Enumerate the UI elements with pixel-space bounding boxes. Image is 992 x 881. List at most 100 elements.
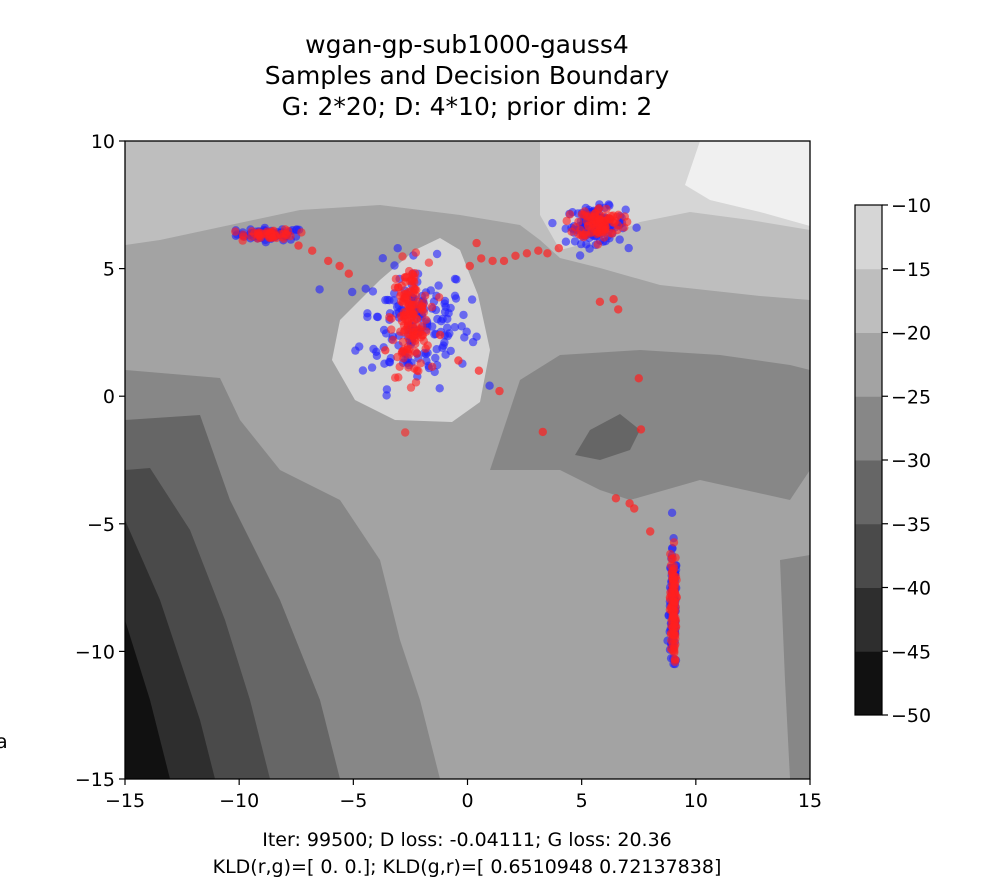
y-axis: −15 −10 −5 0 5 10 [75,131,125,791]
scatter-point [450,323,459,332]
footer-line-1: Iter: 99500; D loss: -0.04111; G loss: 2… [262,829,672,851]
scatter-point [369,344,378,354]
scatter-point [621,205,630,214]
series-red-points [231,204,681,667]
colorbar-band [855,332,882,397]
x-tick-label: −10 [219,790,259,812]
scatter-point [361,284,370,293]
scatter-point [634,374,643,383]
scatter-point [595,221,604,230]
scatter-point [538,427,547,437]
scatter-point [606,211,616,221]
scatter-point [670,648,679,657]
scatter-point [335,261,344,271]
scatter-point [565,210,575,219]
scatter-point [308,246,317,255]
contour-band-right-dark [575,414,640,460]
colorbar-band [855,587,882,652]
scatter-point [472,238,481,248]
scatter-point [348,287,357,297]
footer-line-2: KLD(r,g)=[ 0. 0.]; KLD(g,r)=[ 0.6510948 … [213,856,722,878]
scatter-point [254,231,263,240]
colorbar-tick-label: −10 [891,195,931,217]
x-tick-label: −5 [339,790,367,812]
scatter-point [411,248,420,257]
scatter-point [428,362,437,371]
scatter-point [344,269,353,278]
scatter-point [390,261,399,270]
scatter-point [434,281,443,290]
scatter-point [495,386,504,396]
chart-title-line-2: Samples and Decision Boundary [265,61,670,90]
scatter-point [522,249,532,258]
scatter-point [511,251,520,260]
scatter-point [595,297,605,306]
colorbar-tick-label: −45 [891,641,931,663]
scatter-point [444,309,453,318]
scatter-point [457,322,466,331]
scatter-point [435,330,445,340]
scatter-point [615,235,624,244]
colorbar-band [855,396,882,461]
scatter-point [671,655,680,664]
scatter-point [427,302,436,312]
scatter-point [609,295,618,304]
scatter-point [421,315,431,324]
scatter-point [669,538,679,547]
scatter-point [435,293,444,302]
scatter-point [440,299,449,308]
scatter-point [584,221,593,231]
scatter-point [606,228,615,238]
scatter-point [630,504,639,513]
scatter-point [393,244,402,253]
scatter-point [474,366,484,375]
scatter-point [401,428,410,437]
scatter-point [435,384,444,393]
scatter-point [543,249,552,258]
scatter-point [432,249,442,259]
scatter-point [465,261,474,271]
scatter-point [391,274,401,284]
scatter-point [408,319,417,328]
scatter-point [247,227,257,236]
scatter-point [380,359,389,368]
scatter-point [238,230,248,239]
scatter-point [582,212,592,221]
scatter-point [387,314,396,323]
scatter-point [454,356,463,365]
scatter-point [401,277,410,286]
scatter-point [460,333,469,342]
scatter-point [667,508,677,517]
y-tick-label: 10 [91,131,115,153]
scatter-point [632,223,641,232]
scatter-point [401,294,410,303]
scatter-point [440,338,449,347]
scatter-point [410,277,419,287]
scatter-point [416,359,425,368]
scatter-point [372,351,382,360]
scatter-point [406,383,416,392]
scatter-point [263,227,272,236]
scatter-point [485,381,494,390]
scatter-point [398,252,407,261]
scatter-point [382,385,392,394]
scatter-point [378,254,387,263]
decision-boundary-contours [125,141,810,779]
scatter-point [450,274,460,284]
scatter-point [432,345,441,354]
scatter-point [579,233,588,242]
scatter-point [467,295,477,304]
scatter-point [595,215,604,224]
scatter-point [593,240,602,249]
scatter-point [411,347,420,356]
scatter-point [409,334,419,343]
scatter-point [423,341,432,350]
scatter-point [670,628,679,637]
scatter-point [554,244,563,253]
y-tick-label: 0 [103,386,115,408]
x-tick-label: 5 [576,790,588,812]
scatter-point [410,269,420,278]
scatter-point [405,304,415,313]
contour-band-corner-black [125,620,170,779]
scatter-point [548,218,557,228]
